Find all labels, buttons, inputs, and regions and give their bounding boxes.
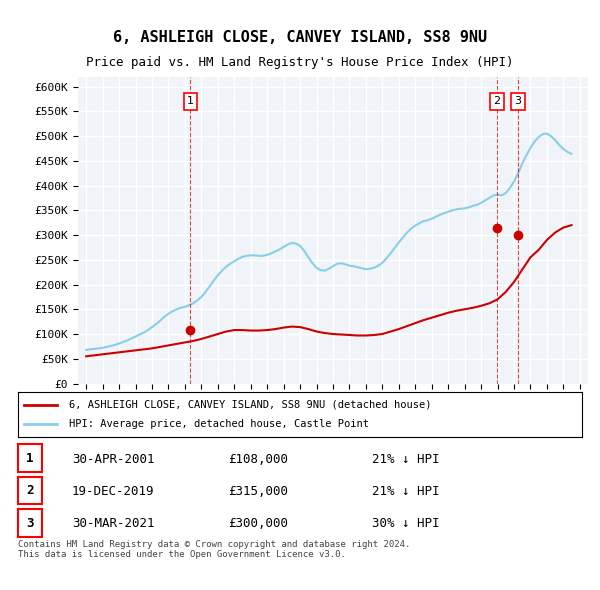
Text: £300,000: £300,000 bbox=[228, 517, 288, 530]
Text: 1: 1 bbox=[26, 452, 34, 465]
Text: £315,000: £315,000 bbox=[228, 485, 288, 498]
Text: £108,000: £108,000 bbox=[228, 453, 288, 466]
Text: 3: 3 bbox=[515, 96, 521, 106]
Text: 2: 2 bbox=[26, 484, 34, 497]
Text: 1: 1 bbox=[187, 96, 194, 106]
Text: 21% ↓ HPI: 21% ↓ HPI bbox=[372, 453, 439, 466]
Text: 30% ↓ HPI: 30% ↓ HPI bbox=[372, 517, 439, 530]
Text: Contains HM Land Registry data © Crown copyright and database right 2024.
This d: Contains HM Land Registry data © Crown c… bbox=[18, 540, 410, 559]
Text: 30-MAR-2021: 30-MAR-2021 bbox=[72, 517, 155, 530]
Text: 30-APR-2001: 30-APR-2001 bbox=[72, 453, 155, 466]
Text: Price paid vs. HM Land Registry's House Price Index (HPI): Price paid vs. HM Land Registry's House … bbox=[86, 56, 514, 69]
Text: 6, ASHLEIGH CLOSE, CANVEY ISLAND, SS8 9NU: 6, ASHLEIGH CLOSE, CANVEY ISLAND, SS8 9N… bbox=[113, 30, 487, 44]
Text: 2: 2 bbox=[493, 96, 500, 106]
Text: 19-DEC-2019: 19-DEC-2019 bbox=[72, 485, 155, 498]
Text: 21% ↓ HPI: 21% ↓ HPI bbox=[372, 485, 439, 498]
Text: 6, ASHLEIGH CLOSE, CANVEY ISLAND, SS8 9NU (detached house): 6, ASHLEIGH CLOSE, CANVEY ISLAND, SS8 9N… bbox=[69, 400, 431, 409]
Text: 3: 3 bbox=[26, 517, 34, 530]
Text: HPI: Average price, detached house, Castle Point: HPI: Average price, detached house, Cast… bbox=[69, 419, 369, 429]
